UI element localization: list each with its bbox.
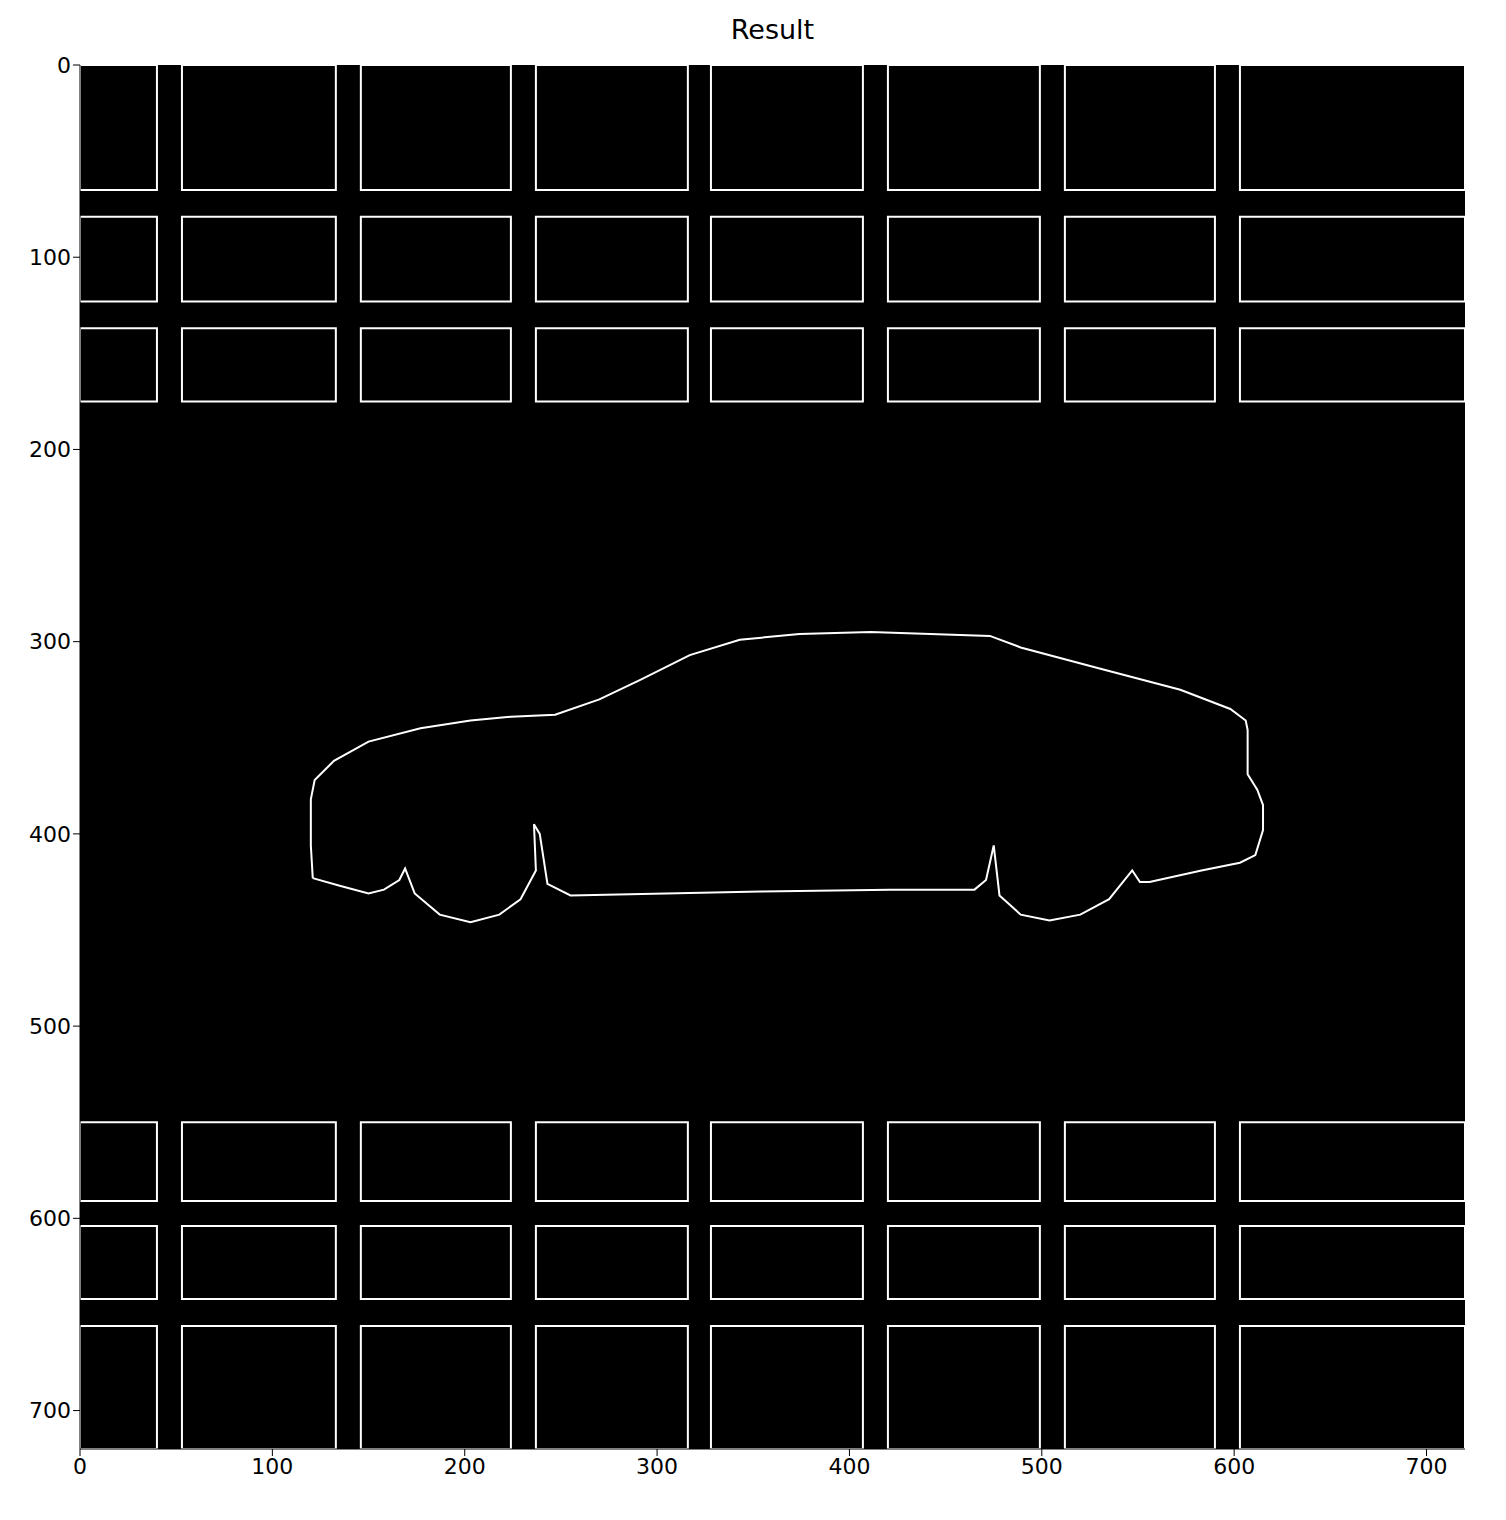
svg-text:200: 200: [444, 1454, 486, 1479]
svg-text:300: 300: [636, 1454, 678, 1479]
svg-text:500: 500: [29, 1014, 71, 1039]
svg-text:400: 400: [828, 1454, 870, 1479]
svg-text:600: 600: [1213, 1454, 1255, 1479]
svg-text:400: 400: [29, 822, 71, 847]
svg-text:100: 100: [251, 1454, 293, 1479]
svg-text:700: 700: [29, 1398, 71, 1423]
svg-text:300: 300: [29, 629, 71, 654]
svg-text:200: 200: [29, 437, 71, 462]
html-text:Result: Result: [730, 14, 815, 45]
svg-text:0: 0: [73, 1454, 87, 1479]
svg-text:0: 0: [57, 53, 71, 78]
svg-text:500: 500: [1021, 1454, 1063, 1479]
svg-text:100: 100: [29, 245, 71, 270]
svg-text:700: 700: [1406, 1454, 1448, 1479]
svg-text:600: 600: [29, 1206, 71, 1231]
